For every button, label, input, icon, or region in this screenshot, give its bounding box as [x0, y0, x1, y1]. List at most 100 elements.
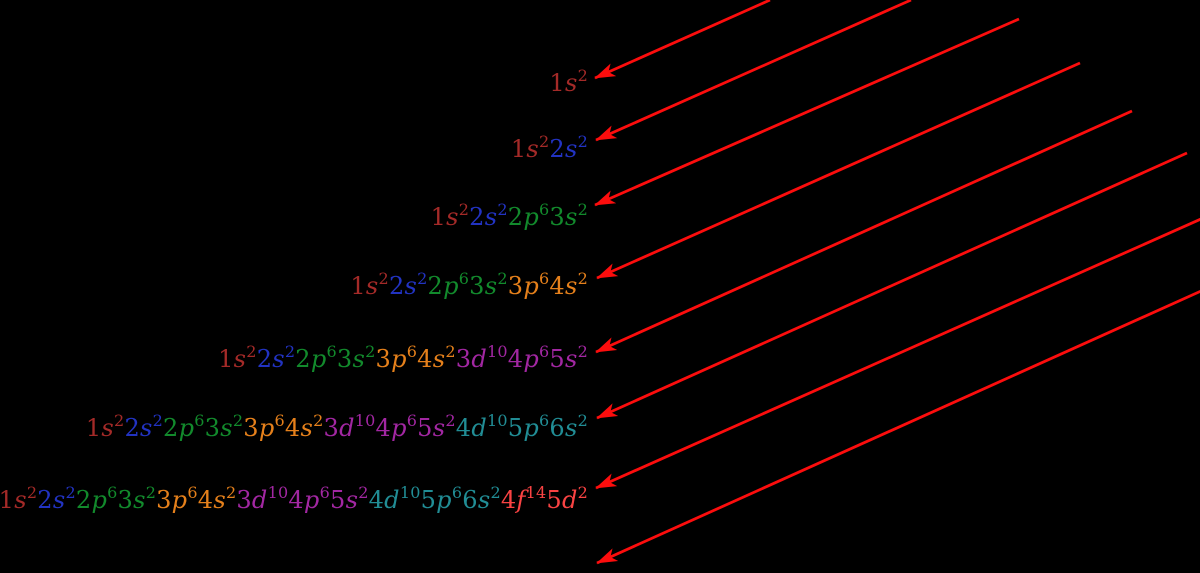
electron-count-superscript: 2 [577, 342, 588, 361]
orbital-term: 2s2 [469, 200, 508, 231]
filling-order-arrow-5 [595, 109, 1133, 354]
electron-count-superscript: 2 [284, 342, 296, 361]
electron-count-superscript: 2 [490, 483, 501, 502]
electron-configuration-row-4: 1s22s22p63s23p64s2 [350, 259, 588, 300]
electron-count-superscript: 2 [225, 483, 237, 502]
orbital-term: 3p6 [507, 269, 550, 300]
orbital-term: 4d10 [455, 411, 508, 442]
electron-count-superscript: 6 [274, 411, 285, 430]
orbital-term: 5s2 [329, 483, 369, 514]
filling-order-arrow-2 [595, 0, 912, 142]
orbital-term: 3s2 [117, 483, 157, 514]
electron-count-superscript: 6 [406, 342, 418, 361]
electron-count-superscript: 2 [577, 411, 588, 430]
orbital-term: 2p6 [295, 342, 337, 373]
orbital-term: 6s2 [549, 411, 588, 442]
electron-count-superscript: 10 [399, 483, 421, 502]
orbital-term: 3p6 [375, 342, 418, 373]
electron-count-superscript: 2 [152, 411, 164, 430]
orbital-term: 5d2 [546, 483, 588, 514]
orbital-term: 1s2 [218, 342, 257, 373]
electron-count-superscript: 2 [145, 483, 157, 502]
orbital-term: 3s2 [549, 200, 588, 231]
electron-count-superscript: 2 [445, 411, 456, 430]
orbital-term: 4s2 [417, 342, 456, 373]
orbital-term: 2s2 [388, 269, 428, 300]
orbital-term: 3s2 [336, 342, 376, 373]
electron-count-superscript: 10 [354, 411, 376, 430]
orbital-term: 2s2 [124, 411, 164, 442]
orbital-term: 2p6 [163, 411, 205, 442]
electron-count-superscript: 6 [539, 411, 550, 430]
electron-count-superscript: 2 [246, 342, 257, 361]
electron-count-superscript: 6 [194, 411, 205, 430]
electron-count-superscript: 2 [577, 269, 588, 288]
electron-configuration-row-1: 1s2 [549, 56, 588, 97]
electron-count-superscript: 6 [107, 483, 118, 502]
filling-order-arrow-1 [594, 0, 771, 80]
electron-count-superscript: 2 [417, 269, 428, 288]
orbital-term: 4p6 [375, 411, 418, 442]
orbital-term: 1s2 [0, 483, 38, 514]
electron-count-superscript: 2 [577, 66, 588, 85]
filling-order-arrow-6 [596, 151, 1188, 420]
electron-count-superscript: 2 [313, 411, 324, 430]
electron-count-superscript: 10 [267, 483, 289, 502]
orbital-term: 5s2 [549, 342, 588, 373]
filling-order-arrow-7 [595, 217, 1200, 490]
orbital-term: 2p6 [507, 200, 550, 231]
electron-count-superscript: 14 [525, 483, 547, 502]
orbital-term: 2p6 [427, 269, 470, 300]
electron-count-superscript: 6 [319, 483, 330, 502]
orbital-term: 2s2 [256, 342, 296, 373]
orbital-term: 4f14 [500, 483, 547, 514]
orbital-term: 2s2 [549, 132, 588, 163]
electron-count-superscript: 6 [451, 483, 463, 502]
electron-count-superscript: 2 [232, 411, 244, 430]
orbital-term: 3p6 [243, 411, 285, 442]
electron-count-superscript: 2 [497, 269, 508, 288]
electron-count-superscript: 6 [406, 411, 418, 430]
orbital-term: 2s2 [37, 483, 76, 514]
filling-order-arrow-8 [596, 289, 1200, 565]
orbital-term: 6s2 [462, 483, 501, 514]
electron-count-superscript: 2 [358, 483, 369, 502]
orbital-term: 3d10 [323, 411, 376, 442]
electron-configuration-row-6: 1s22s22p63s23p64s23d104p65s24d105p66s2 [85, 401, 588, 442]
filling-order-arrow-3 [594, 17, 1020, 207]
electron-count-superscript: 2 [445, 342, 456, 361]
electron-count-superscript: 2 [577, 200, 588, 219]
orbital-term: 2p6 [75, 483, 118, 514]
orbital-term: 4p6 [507, 342, 550, 373]
orbital-term: 3d10 [455, 342, 508, 373]
orbital-term: 4s2 [197, 483, 237, 514]
orbital-term: 1s2 [85, 411, 125, 442]
orbital-term: 1s2 [350, 269, 389, 300]
electron-count-superscript: 2 [378, 269, 389, 288]
orbital-term: 4d10 [368, 483, 421, 514]
orbital-term: 4s2 [549, 269, 588, 300]
orbital-term: 1s2 [510, 132, 550, 163]
electron-count-superscript: 2 [497, 200, 508, 219]
filling-order-arrow-4 [596, 61, 1081, 280]
orbital-term: 3s2 [469, 269, 508, 300]
electron-configuration-row-3: 1s22s22p63s2 [431, 190, 588, 231]
orbital-term: 5p6 [507, 411, 550, 442]
electron-count-superscript: 2 [577, 483, 588, 502]
orbital-term: 1s2 [549, 66, 588, 97]
orbital-term: 3s2 [204, 411, 244, 442]
electron-count-superscript: 2 [458, 200, 470, 219]
electron-count-superscript: 6 [326, 342, 337, 361]
electron-count-superscript: 6 [187, 483, 198, 502]
electron-count-superscript: 2 [65, 483, 76, 502]
electron-count-superscript: 10 [487, 411, 508, 430]
orbital-term: 3p6 [156, 483, 198, 514]
electron-count-superscript: 2 [577, 132, 588, 151]
orbital-term: 3d10 [236, 483, 289, 514]
electron-count-superscript: 10 [487, 342, 508, 361]
electron-count-superscript: 2 [26, 483, 38, 502]
orbital-term: 5s2 [417, 411, 456, 442]
electron-configuration-row-2: 1s22s2 [510, 122, 588, 163]
